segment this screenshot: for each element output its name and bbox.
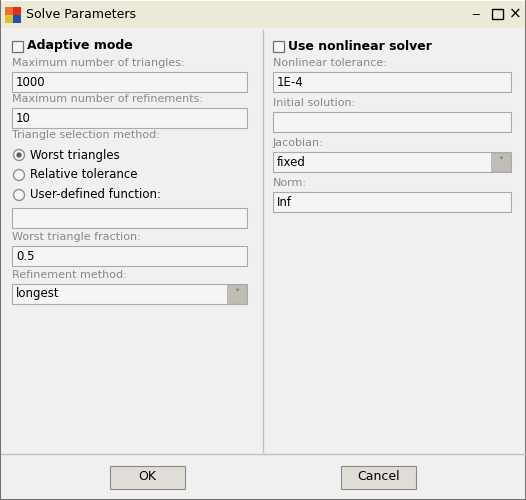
- Bar: [5, 7, 13, 15]
- Text: ˅: ˅: [235, 289, 239, 299]
- Text: ˅: ˅: [499, 157, 503, 167]
- Bar: [227, 285, 246, 303]
- Text: Worst triangle fraction:: Worst triangle fraction:: [12, 232, 141, 242]
- Text: Initial solution:: Initial solution:: [273, 98, 355, 108]
- Bar: [273, 192, 511, 212]
- Bar: [12, 108, 247, 128]
- Bar: [273, 72, 511, 92]
- Bar: [273, 152, 511, 172]
- Text: Use nonlinear solver: Use nonlinear solver: [288, 40, 432, 52]
- Circle shape: [14, 150, 25, 160]
- Text: Jacobian:: Jacobian:: [273, 138, 323, 148]
- Bar: [341, 466, 416, 488]
- Bar: [273, 40, 284, 52]
- Text: 10: 10: [16, 112, 31, 124]
- Text: ×: ×: [509, 6, 521, 22]
- Bar: [13, 7, 21, 15]
- Text: Norm:: Norm:: [273, 178, 307, 188]
- Text: Relative tolerance: Relative tolerance: [30, 168, 137, 181]
- Text: longest: longest: [16, 288, 59, 300]
- Circle shape: [14, 190, 25, 200]
- Bar: [491, 153, 510, 171]
- Text: Nonlinear tolerance:: Nonlinear tolerance:: [273, 58, 387, 68]
- Bar: [273, 112, 511, 132]
- Text: OK: OK: [138, 470, 156, 484]
- Text: 1000: 1000: [16, 76, 46, 88]
- Bar: [1, 1, 525, 28]
- Text: User-defined function:: User-defined function:: [30, 188, 161, 202]
- Text: Solve Parameters: Solve Parameters: [26, 8, 136, 20]
- Bar: [12, 40, 23, 52]
- Circle shape: [16, 152, 22, 158]
- Text: Refinement method:: Refinement method:: [12, 270, 127, 280]
- Text: Maximum number of triangles:: Maximum number of triangles:: [12, 58, 185, 68]
- Bar: [12, 72, 247, 92]
- Bar: [12, 246, 247, 266]
- Bar: [1, 454, 525, 499]
- Text: Adaptive mode: Adaptive mode: [27, 40, 133, 52]
- Text: Worst triangles: Worst triangles: [30, 148, 120, 162]
- Text: 1E-4: 1E-4: [277, 76, 304, 88]
- Text: Cancel: Cancel: [357, 470, 400, 484]
- Bar: [1, 0, 525, 1]
- Text: ─: ─: [473, 9, 479, 19]
- Text: fixed: fixed: [277, 156, 306, 168]
- Bar: [1, 28, 525, 454]
- Bar: [12, 208, 247, 228]
- Bar: [110, 466, 185, 488]
- Text: Triangle selection method:: Triangle selection method:: [12, 130, 160, 140]
- Circle shape: [14, 170, 25, 180]
- Text: Maximum number of refinements:: Maximum number of refinements:: [12, 94, 203, 104]
- Bar: [5, 15, 13, 23]
- Bar: [12, 284, 247, 304]
- Text: Inf: Inf: [277, 196, 292, 208]
- Bar: [13, 15, 21, 23]
- Bar: [492, 9, 503, 19]
- Text: 0.5: 0.5: [16, 250, 35, 262]
